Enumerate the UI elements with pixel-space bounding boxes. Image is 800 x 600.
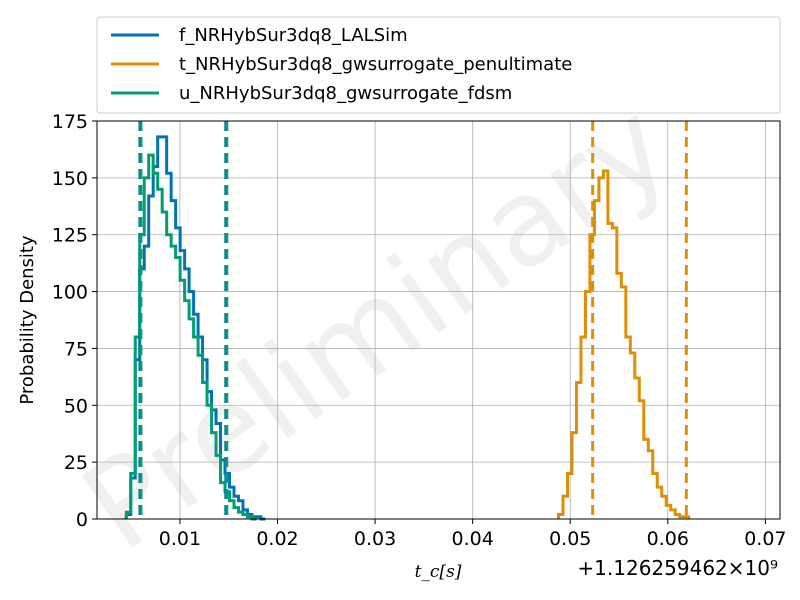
legend-label: f_NRHybSur3dq8_LALSim	[179, 25, 408, 46]
legend-label: u_NRHybSur3dq8_gwsurrogate_fdsm	[179, 83, 512, 104]
y-tick-label: 75	[64, 338, 88, 360]
x-tick-label: 0.06	[647, 528, 689, 550]
y-tick-label: 25	[64, 452, 88, 474]
y-tick-label: 100	[52, 282, 88, 304]
watermark-text: Preliminary	[59, 76, 694, 579]
y-tick-label: 175	[52, 111, 88, 133]
y-tick-label: 0	[76, 509, 88, 531]
y-axis-label: Probability Density	[17, 235, 38, 405]
x-tick-label: 0.05	[549, 528, 591, 550]
histogram-series-t_NRHybSur3dq8_gwsurrogate_penultimate	[557, 169, 691, 519]
x-tick-label: 0.01	[159, 528, 201, 550]
legend-box	[96, 16, 781, 114]
legend-label: t_NRHybSur3dq8_gwsurrogate_penultimate	[179, 54, 572, 75]
x-axis-offset-label: +1.126259462×10⁹	[577, 556, 778, 580]
x-tick-label: 0.03	[354, 528, 396, 550]
y-tick-label: 125	[52, 225, 88, 247]
x-tick-label: 0.07	[744, 528, 786, 550]
x-tick-label: 0.04	[451, 528, 493, 550]
plot-frame	[96, 120, 781, 520]
histogram-series-u_NRHybSur3dq8_gwsurrogate_fdsm	[124, 153, 257, 521]
y-tick-label: 150	[52, 168, 88, 190]
y-tick-label: 50	[64, 395, 88, 417]
x-tick-label: 0.02	[256, 528, 298, 550]
x-axis-label: t_c[s]	[415, 562, 462, 582]
histogram-series-f_NRHybSur3dq8_LALSim	[124, 135, 266, 521]
